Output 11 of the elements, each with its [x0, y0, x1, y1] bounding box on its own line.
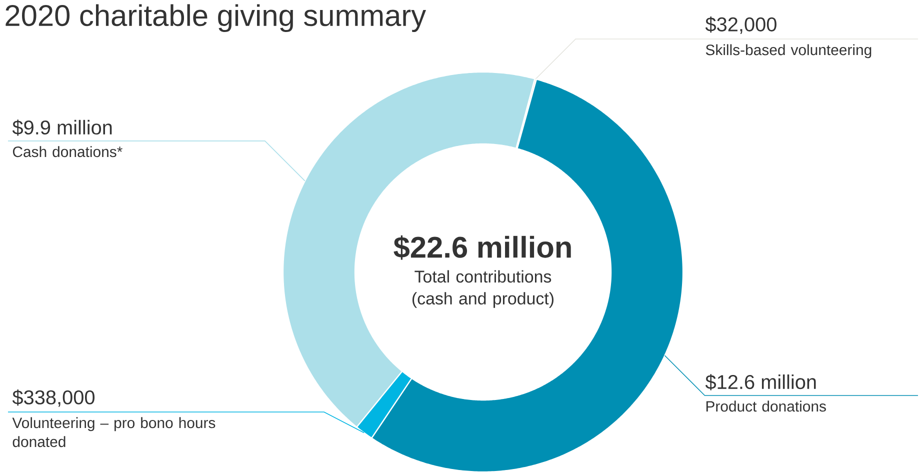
- data-label: $9.9 million: [12, 120, 112, 136]
- slice-label: Skills-based volunteering: [706, 44, 872, 58]
- text: $22.6 million: [394, 235, 571, 260]
- slice-label: Product donations: [706, 400, 826, 412]
- data-label: $32,000: [705, 16, 776, 34]
- text: Total contributions (cash and product): [412, 270, 554, 308]
- chart-title: 2020 charitable giving summary: [6, 4, 426, 32]
- data-label: $12.6 million: [705, 374, 816, 390]
- data-label: $338,000: [12, 389, 95, 407]
- slice-label: Volunteering – pro bono hours donated: [12, 417, 216, 448]
- slice-label: Cash donations*: [12, 146, 122, 158]
